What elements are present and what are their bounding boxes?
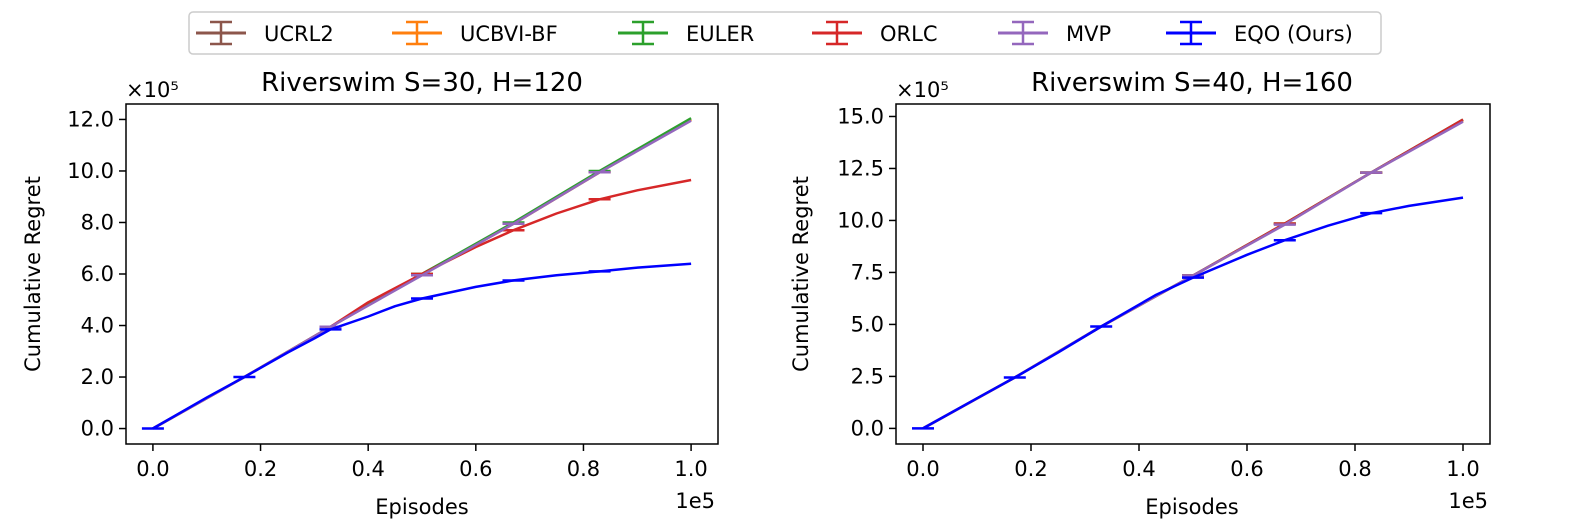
legend-label: UCBVI-BF [460, 22, 558, 46]
y-tick-label: 10.0 [67, 159, 114, 183]
y-tick-label: 6.0 [81, 262, 114, 286]
legend-item-orlc: ORLC [812, 20, 937, 46]
x-offset-label: 1e5 [675, 489, 715, 513]
plot-area-frame [125, 103, 719, 445]
y-tick-label: 4.0 [81, 314, 114, 338]
y-tick-label: 8.0 [81, 210, 114, 234]
x-tick-label: 0.0 [906, 457, 939, 481]
plot-area-frame [895, 103, 1491, 445]
legend-label: UCRL2 [264, 22, 334, 46]
y-tick-label: 0.0 [851, 416, 884, 440]
y-tick-label: 10.0 [837, 208, 884, 232]
legend-label: EULER [686, 22, 754, 46]
legend-items: UCRL2 UCBVI-BF EULER ORLC MVP EQO (Ours) [196, 20, 1353, 46]
legend-frame [188, 11, 1382, 55]
y-tick-label: 7.5 [851, 260, 884, 284]
x-tick-label: 1.0 [674, 457, 707, 481]
y-tick-label: 2.5 [851, 364, 884, 388]
legend: UCRL2 UCBVI-BF EULER ORLC MVP EQO (Ours) [188, 11, 1382, 55]
series-lines [141, 117, 692, 430]
legend-label: ORLC [880, 22, 937, 46]
series-line [152, 178, 692, 430]
y-offset-label: ×10⁵ [896, 78, 949, 102]
x-tick-label: 0.0 [136, 457, 169, 481]
chart-title: Riverswim S=40, H=160 [1031, 68, 1353, 98]
x-tick-label: 0.2 [1014, 457, 1047, 481]
ticks: 0.0 0.2 0.4 0.6 0.8 1.0 0.0 2.0 4.0 6.0 8.0 10.0 12.… [67, 107, 708, 481]
x-tick-label: 0.4 [351, 457, 384, 481]
legend-item-euler: EULER [618, 20, 754, 46]
x-tick-label: 1.0 [1446, 457, 1479, 481]
y-offset-label: ×10⁵ [126, 78, 179, 102]
series-line [152, 262, 692, 430]
series-lines [912, 118, 1464, 430]
chart-title: Riverswim S=30, H=120 [261, 68, 583, 98]
chart-riverswim-s40: Riverswim S=40, H=160 ×10⁵ Episodes Cumu… [789, 68, 1491, 519]
series-orlc [152, 178, 692, 430]
y-tick-label: 0.0 [81, 417, 114, 441]
x-tick-label: 0.8 [567, 457, 600, 481]
legend-item-ucrl2: UCRL2 [196, 20, 334, 46]
y-tick-label: 5.0 [851, 312, 884, 336]
y-axis-label: Cumulative Regret [789, 176, 813, 372]
series-eqo-ours [141, 262, 692, 430]
x-tick-label: 0.6 [1230, 457, 1263, 481]
series-line [922, 196, 1464, 430]
x-axis-label: Episodes [1145, 495, 1238, 519]
legend-item-mvp: MVP [998, 20, 1111, 46]
legend-label: MVP [1066, 22, 1111, 46]
y-tick-label: 12.0 [67, 107, 114, 131]
legend-item-eqo-ours: EQO (Ours) [1166, 20, 1353, 46]
x-tick-label: 0.8 [1338, 457, 1371, 481]
ticks: 0.0 0.2 0.4 0.6 0.8 1.0 0.0 2.5 5.0 7.5 10.0 12.5 15… [837, 104, 1479, 481]
legend-label: EQO (Ours) [1234, 22, 1353, 46]
y-axis-label: Cumulative Regret [21, 176, 45, 372]
x-tick-label: 0.2 [244, 457, 277, 481]
y-tick-label: 15.0 [837, 104, 884, 128]
x-tick-label: 0.6 [459, 457, 492, 481]
x-offset-label: 1e5 [1448, 489, 1488, 513]
y-tick-label: 12.5 [837, 156, 884, 180]
y-tick-label: 2.0 [81, 365, 114, 389]
legend-item-ucbvi-bf: UCBVI-BF [392, 20, 558, 46]
series-eqo-ours [912, 196, 1464, 430]
x-axis-label: Episodes [375, 495, 468, 519]
chart-riverswim-s30: Riverswim S=30, H=120 ×10⁵ Episodes Cumu… [21, 68, 719, 519]
x-tick-label: 0.4 [1122, 457, 1155, 481]
